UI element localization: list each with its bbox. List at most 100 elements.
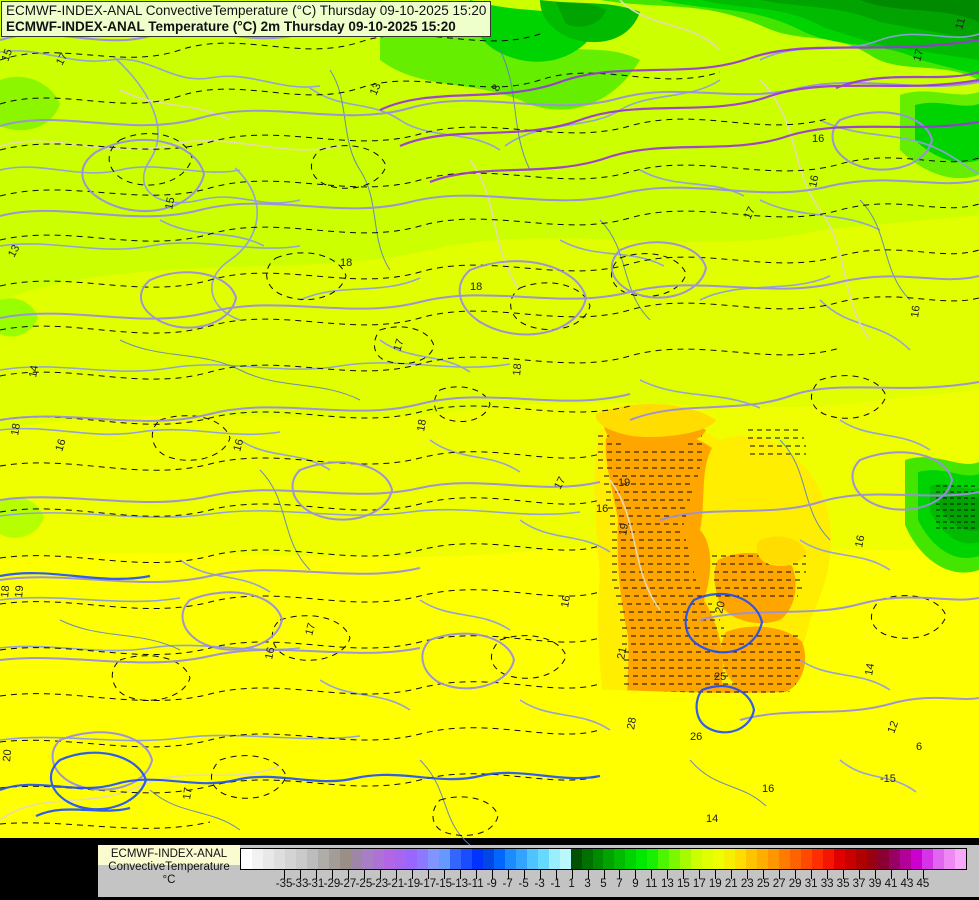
colorbar-swatch [845,849,857,869]
colorbar-tick [507,870,509,879]
contour-label: 20 [713,600,728,615]
colorbar-tick [523,870,525,879]
colorbar-swatch [834,849,846,869]
colorbar-tick-label: 3 [584,878,591,890]
colorbar-tick [443,870,445,879]
colorbar-swatch [383,849,395,869]
contour-label: 16 [909,305,923,319]
colorbar-swatch [724,849,736,869]
colorbar-tick-label: -31 [307,878,325,890]
colorbar-swatch [614,849,626,869]
colorbar-tick-label: 31 [804,878,818,890]
colorbar-tick-label: -5 [518,878,529,890]
colorbar-tick-label: 1 [568,878,575,890]
colorbar-tick [363,870,365,879]
contour-label: 18 [0,585,12,598]
colorbar-tick-label: 13 [660,878,674,890]
colorbar-tick-label: 23 [740,878,754,890]
colorbar-tick-label: 15 [676,878,690,890]
colorbar-swatch [779,849,791,869]
colorbar-swatch [702,849,714,869]
colorbar-tick-label: -23 [371,878,389,890]
colorbar-swatch [603,849,615,869]
contour-label: 17 [552,475,568,491]
contour-label: 18 [470,281,482,293]
colorbar-swatch [658,849,670,869]
colorbar-swatch [570,849,582,869]
colorbar-tick [922,870,924,879]
contour-label: 16 [263,646,277,660]
colorbar-tick [427,870,429,879]
contour-label: 18 [511,363,524,376]
map-canvas[interactable]: 15 17 15 13 14 18 16 16 18 17 18 18 18 1… [0,0,979,870]
title-line-convective: ECMWF-INDEX-ANAL ConvectiveTemperature (… [6,3,487,18]
legend-field-name: ConvectiveTemperature [108,861,230,873]
contour-label: 16 [231,438,246,453]
colorbar-swatch [493,849,505,869]
colorbar-tick-label: 25 [756,878,770,890]
colorbar-swatch [405,849,417,869]
colorbar-tick-label: 45 [916,878,930,890]
colorbar-tick [491,870,493,879]
colorbar-tick [906,870,908,879]
colorbar-tick-label: 37 [852,878,866,890]
contour-label: 14 [27,364,41,378]
colorbar-swatch [548,849,560,869]
colorbar-tick-label: 7 [616,878,623,890]
contour-label: 16 [559,594,573,608]
colorbar-tick [859,870,861,879]
colorbar-tick [651,870,653,879]
colorbar-swatch [273,849,285,869]
legend-labels: ECMWF-INDEX-ANAL ConvectiveTemperature °… [98,845,240,897]
colorbar-swatch [306,849,318,869]
colorbar-swatch [790,849,802,869]
colorbar-tick-label: -21 [387,878,405,890]
colorbar-swatch [944,849,955,869]
contour-label: 15 [0,47,15,63]
contour-label: -15 [880,773,896,785]
colorbar-swatch [251,849,263,869]
contour-label: 16 [596,503,608,515]
colorbar-swatch [867,849,879,869]
colorbar-swatch [284,849,296,869]
colorbar-swatch [504,849,516,869]
colorbar-swatch [262,849,274,869]
colorbar-tick [300,870,302,879]
colorbar-swatch [581,849,593,869]
colorbar-tick-label: -13 [451,878,469,890]
contour-label: 18 [340,257,352,269]
colorbar-swatch [449,849,461,869]
colorbar-swatch [889,849,901,869]
colorbar-swatch [372,849,384,869]
colorbar-swatch [339,849,351,869]
colorbar-swatch [911,849,923,869]
colorbar-tick-label: -25 [355,878,373,890]
colorbar-swatch [647,849,659,869]
contour-label: 17 [54,51,70,67]
colorbar-tick [795,870,797,879]
contour-label: 18 [415,418,429,432]
contour-label: 12 [886,719,901,735]
contour-label: 17 [181,787,195,801]
colorbar-swatch [922,849,934,869]
colorbar-swatch [328,849,340,869]
colorbar-tick [555,870,557,879]
colorbar-tick [699,870,701,879]
colorbar-swatch [295,849,307,869]
contour-label: 13 [368,81,384,97]
contour-label: 17 [391,338,406,353]
colorbar-swatch [515,849,527,869]
colorbar-swatch [526,849,538,869]
contour-label: 19 [13,585,26,598]
colorbar-swatches[interactable] [240,848,967,870]
colorbar-tick [316,870,317,879]
colorbar-swatch [460,849,472,869]
colorbar-tick [603,870,605,879]
colorbar-tick [763,870,765,879]
colorbar-ticks [240,870,967,879]
contour-label: 18 [9,422,23,436]
colorbar-tick-label: -1 [550,878,561,890]
colorbar-tick [731,870,733,879]
colorbar-swatch [317,849,329,869]
